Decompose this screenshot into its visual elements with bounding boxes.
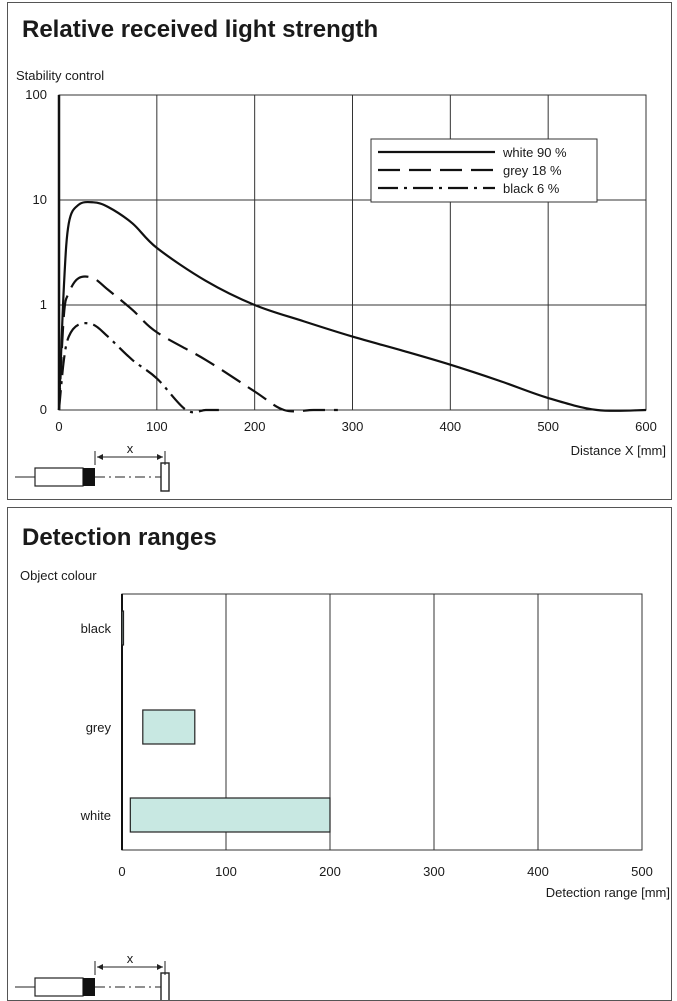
x-tick-label: 300	[423, 864, 445, 879]
x-tick-label: 400	[527, 864, 549, 879]
category-label: black	[81, 621, 112, 636]
x-axis-label: Detection range [mm]	[546, 885, 670, 900]
dimension-label: x	[127, 441, 134, 456]
reflector	[160, 972, 170, 1000]
category-label: white	[80, 808, 111, 823]
detection-ranges-chart: 0 100 200 300 400 500 Object colour Detection r…	[15, 568, 670, 1000]
sensor-lens	[83, 978, 95, 996]
legend-label: grey 18 %	[503, 163, 562, 178]
y-axis-label: Stability control	[16, 68, 104, 83]
category-label: grey	[86, 720, 112, 735]
light-strength-panel: Relative received light strength 0 100 200…	[7, 2, 672, 500]
y-axis-label: Object colour	[20, 568, 97, 583]
sensor-body	[34, 977, 84, 997]
range-bar	[142, 709, 196, 745]
dimension-arrow	[157, 454, 163, 460]
y-tick-label: 0	[40, 402, 47, 417]
dimension-arrow	[97, 964, 103, 970]
sensor-body	[34, 467, 84, 487]
series-line	[57, 322, 221, 414]
dimension-arrow	[157, 964, 163, 970]
dimension-arrow	[97, 454, 103, 460]
chart-title: Relative received light strength	[22, 16, 379, 43]
x-tick-label: 100	[215, 864, 237, 879]
series-line	[57, 200, 647, 412]
detection-ranges-panel: Detection ranges 0 100 200 300 400 500 Object …	[7, 507, 672, 1001]
sensor-diagram: x	[15, 951, 170, 1000]
x-tick-label: 500	[631, 864, 653, 879]
x-tick-label: 100	[146, 419, 168, 434]
dimension-label: x	[127, 951, 134, 966]
x-tick-label: 400	[439, 419, 461, 434]
sensor-diagram: x	[15, 441, 170, 492]
range-bar	[121, 610, 125, 646]
x-tick-label: 200	[319, 864, 341, 879]
chart-title: Detection ranges	[22, 524, 217, 551]
x-tick-label: 0	[118, 864, 125, 879]
x-tick-label: 600	[635, 419, 657, 434]
series-line	[57, 275, 338, 413]
light-strength-chart: 0 100 200 300 400 500 600 0 1 10 100 Stability cont…	[15, 68, 666, 492]
x-axis-label: Distance X [mm]	[571, 443, 666, 458]
x-tick-label: 500	[537, 419, 559, 434]
legend-label: black 6 %	[503, 181, 560, 196]
x-tick-label: 200	[244, 419, 266, 434]
sensor-lens	[83, 468, 95, 486]
range-bar	[129, 797, 331, 833]
y-tick-label: 1	[40, 297, 47, 312]
x-tick-label: 0	[55, 419, 62, 434]
y-tick-label: 10	[33, 192, 47, 207]
reflector	[160, 462, 170, 492]
y-tick-label: 100	[25, 87, 47, 102]
x-tick-label: 300	[342, 419, 364, 434]
legend-label: white 90 %	[502, 145, 567, 160]
